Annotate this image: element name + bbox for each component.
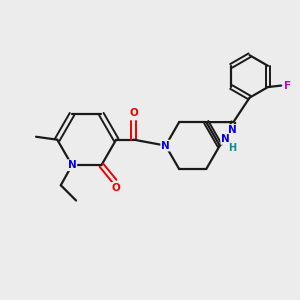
Text: O: O: [129, 108, 138, 118]
Text: O: O: [112, 183, 121, 193]
Text: F: F: [284, 81, 291, 91]
Text: N: N: [68, 160, 76, 170]
Text: N: N: [161, 141, 170, 151]
Text: N: N: [228, 125, 236, 135]
Text: N: N: [221, 134, 230, 144]
Text: H: H: [228, 143, 236, 153]
